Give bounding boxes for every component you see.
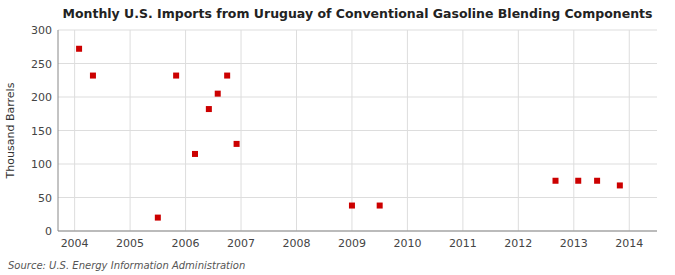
y-grid-line — [58, 197, 657, 198]
grid — [58, 30, 657, 231]
x-tick-label: 2004 — [61, 237, 89, 250]
y-grid-line — [58, 97, 657, 98]
y-grid-line — [58, 63, 657, 64]
y-tick-label: 100 — [31, 158, 52, 171]
y-grid-line — [58, 231, 657, 232]
x-tick-label: 2005 — [116, 237, 144, 250]
y-grid-line — [58, 164, 657, 165]
title: Monthly U.S. Imports from Uruguay of Con… — [63, 6, 653, 21]
point — [76, 46, 82, 52]
x-tick-label: 2009 — [338, 237, 366, 250]
y-axis: 0 50 100 150 200 250 300 — [31, 24, 58, 238]
x-tick-label: 2006 — [172, 237, 200, 250]
point — [377, 203, 383, 209]
x-tick-label: 2010 — [393, 237, 421, 250]
point — [173, 73, 179, 79]
y-tick-label: 250 — [31, 58, 52, 71]
y-tick-label: 300 — [31, 24, 52, 37]
x-tick-label: 2011 — [449, 237, 477, 250]
point — [155, 215, 161, 221]
point — [90, 73, 96, 79]
x-axis-line — [58, 231, 657, 232]
point — [617, 182, 623, 188]
x-tick-label: 2014 — [615, 237, 643, 250]
x-tick-label: 2013 — [560, 237, 588, 250]
chart-container: 2004 2005 2006 2007 2008 2009 2010 2011 2012 2013… — [0, 0, 675, 275]
y-axis-label: Thousand Barrels — [4, 82, 17, 179]
x-axis: 2004 2005 2006 2007 2008 2009 2010 2011 2012 2013… — [58, 231, 657, 250]
y-tick-label: 200 — [31, 91, 52, 104]
point — [553, 178, 559, 184]
point — [234, 141, 240, 147]
point — [224, 73, 230, 79]
point — [215, 91, 221, 97]
point — [192, 151, 198, 157]
y-grid-line — [58, 130, 657, 131]
x-tick-label: 2012 — [504, 237, 532, 250]
y-axis-line — [58, 30, 59, 231]
y-grid-line — [58, 30, 657, 31]
y-tick-label: 150 — [31, 125, 52, 138]
point — [575, 178, 581, 184]
y-tick-label: 0 — [45, 225, 52, 238]
y-tick-label: 50 — [38, 192, 52, 205]
point — [594, 178, 600, 184]
x-tick-label: 2007 — [227, 237, 255, 250]
point — [349, 203, 355, 209]
point — [206, 106, 212, 112]
x-tick-label: 2008 — [282, 237, 310, 250]
chart: 2004 2005 2006 2007 2008 2009 2010 2011 2012 2013… — [0, 0, 675, 275]
source-note: Source: U.S. Energy Information Administ… — [8, 260, 245, 271]
points — [76, 46, 623, 221]
